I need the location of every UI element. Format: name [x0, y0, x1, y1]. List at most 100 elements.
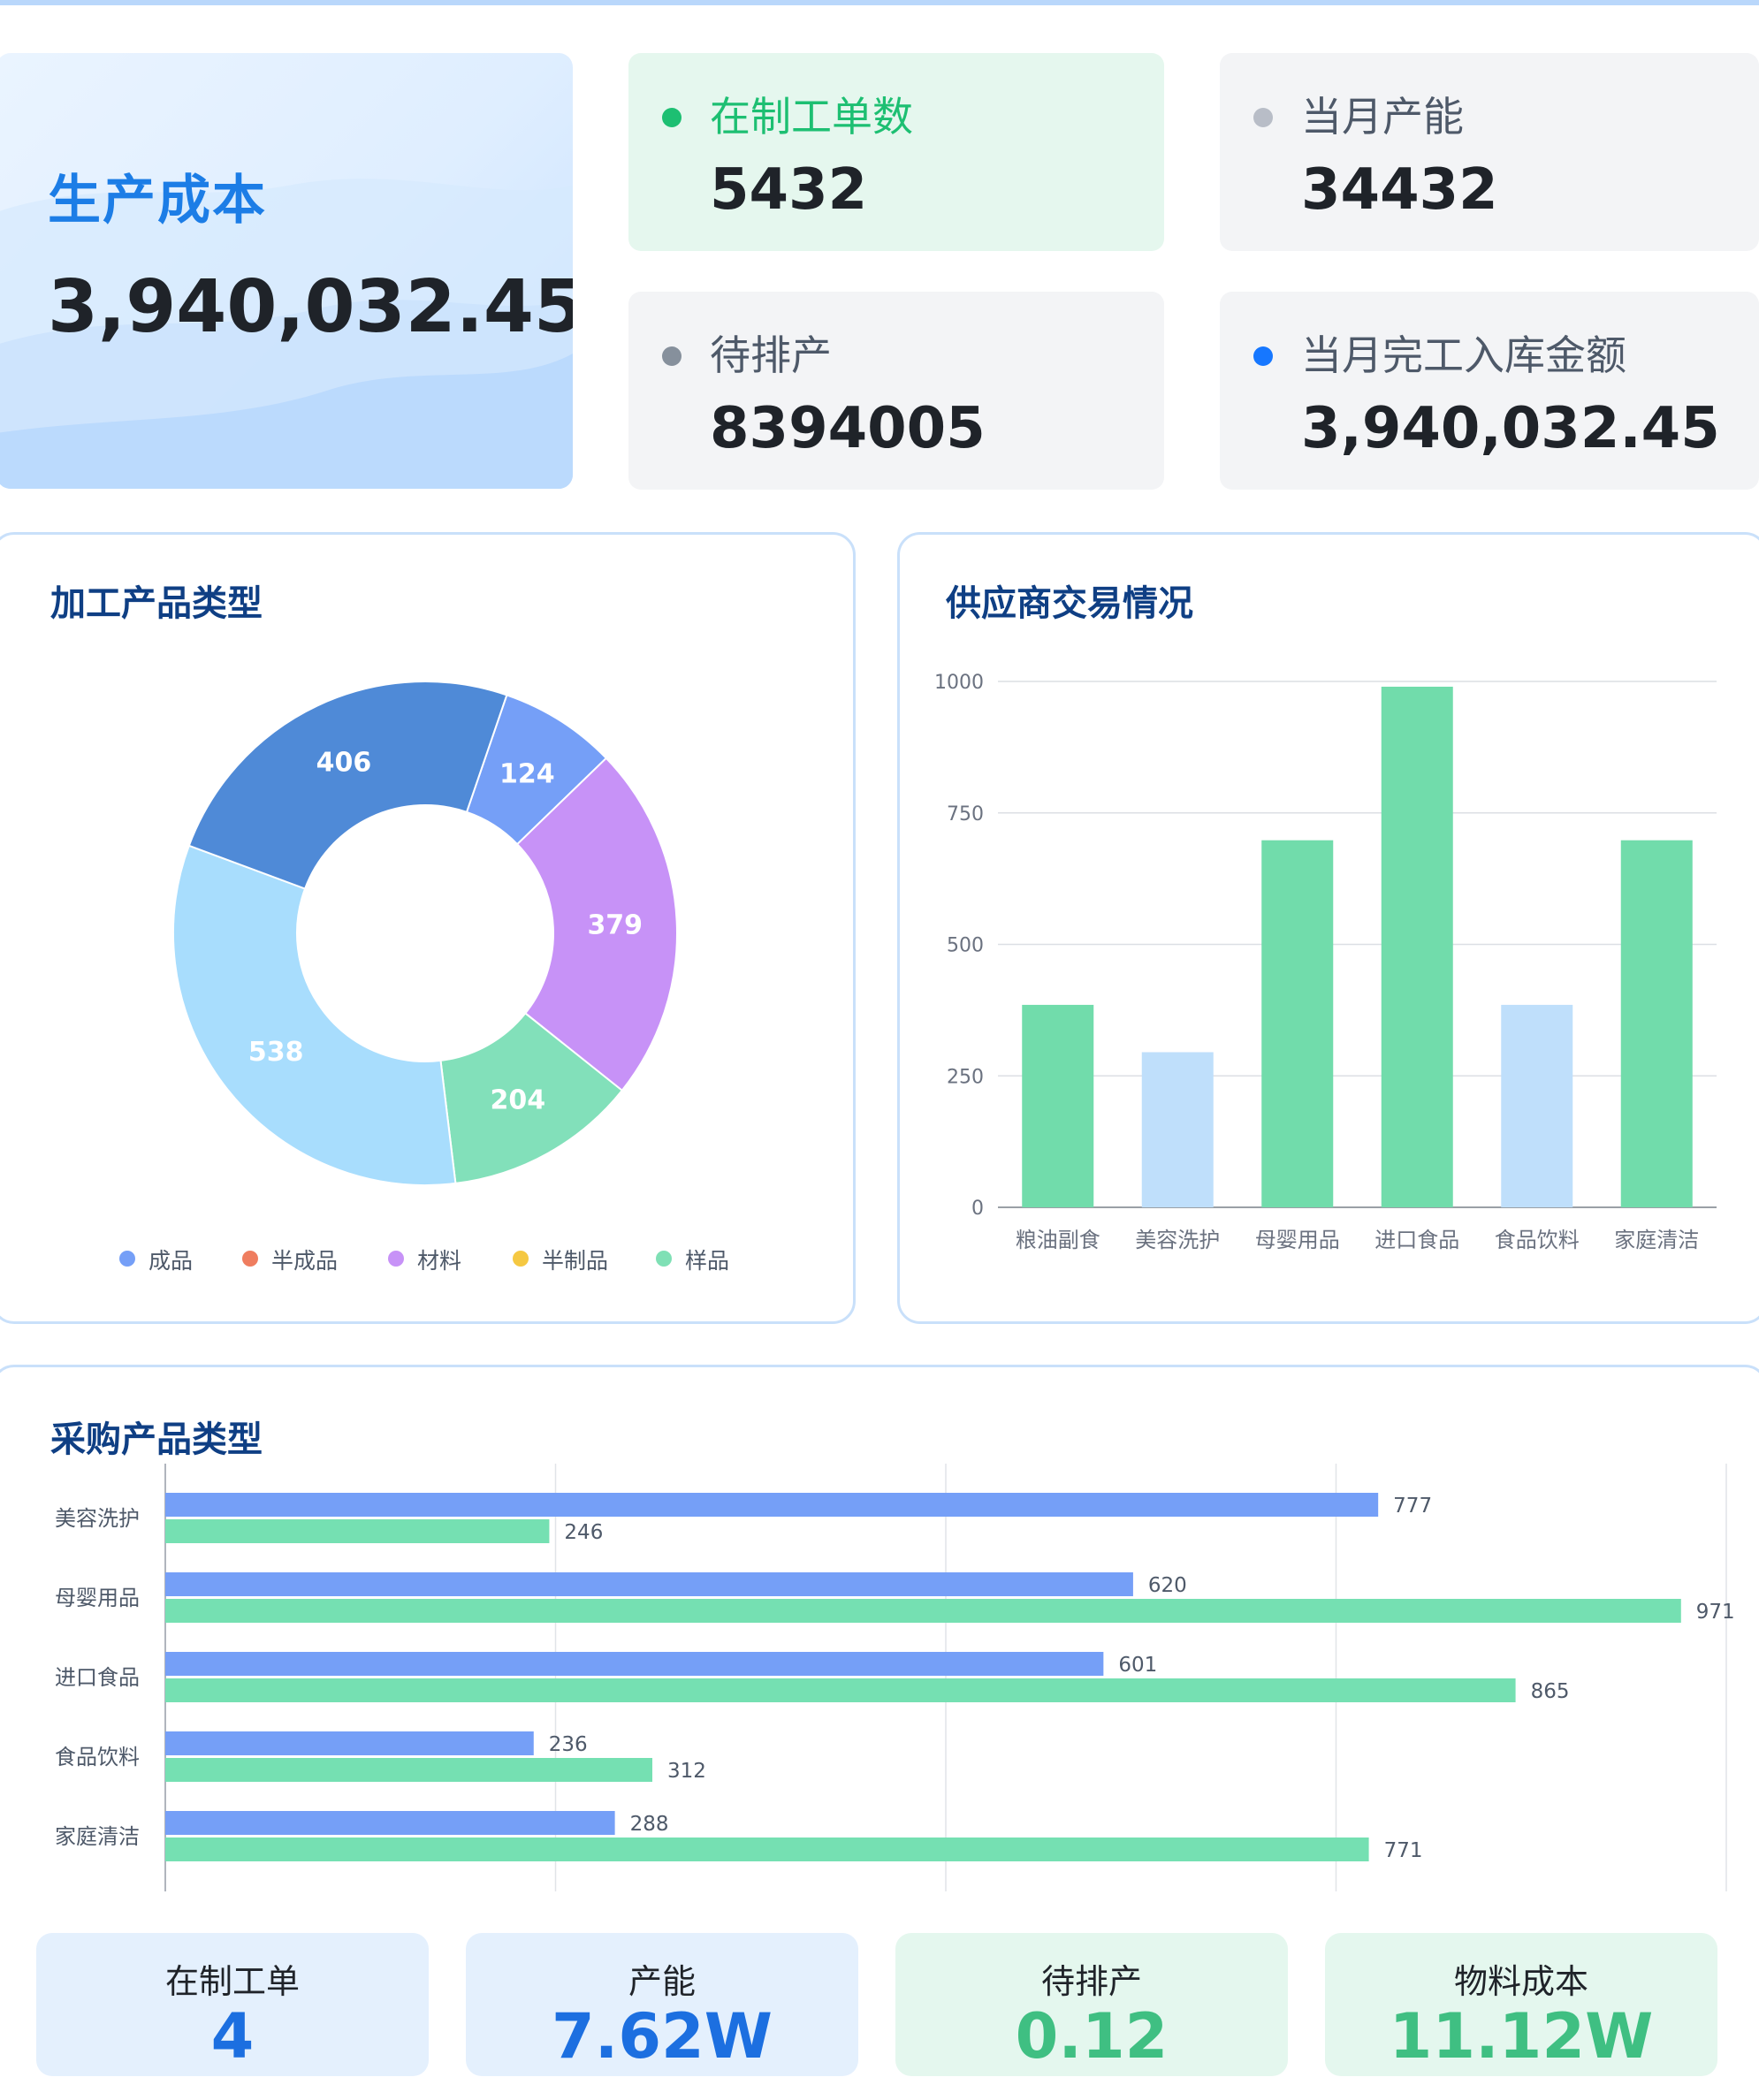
top-accent-line	[0, 0, 1759, 5]
legend-dot-icon	[656, 1251, 672, 1267]
bar-value-label: 771	[1384, 1839, 1423, 1862]
bar-value-label: 246	[564, 1521, 603, 1544]
stat-label: 待排产	[1040, 1962, 1142, 2001]
production-cost-value: 3,940,032.45	[48, 265, 573, 349]
stat-value: 11.12W	[1389, 2000, 1654, 2073]
legend-dot-icon	[513, 1251, 529, 1267]
production-cost-title: 生产成本	[48, 170, 267, 232]
stat-label: 在制工单	[164, 1962, 300, 2001]
y-category-label: 进口食品	[55, 1665, 140, 1690]
bar-value-label: 777	[1393, 1495, 1432, 1518]
bar-value-label: 865	[1531, 1680, 1570, 1703]
bar[interactable]	[1261, 840, 1334, 1207]
y-category-label: 食品饮料	[55, 1745, 140, 1769]
legend-label: 成品	[148, 1248, 193, 1274]
y-category-label: 母婴用品	[55, 1586, 140, 1610]
bar[interactable]	[1022, 1004, 1094, 1207]
stat-card-capacity[interactable]: 产能 7.62W	[466, 1933, 858, 2076]
donut-slice[interactable]	[172, 844, 457, 1186]
bar[interactable]	[1381, 686, 1453, 1207]
y-tick-label: 750	[947, 803, 984, 826]
donut-slice-label: 124	[499, 759, 555, 790]
legend-dot-icon	[388, 1251, 404, 1267]
bar[interactable]	[1501, 1004, 1573, 1207]
donut-slice-label: 406	[316, 748, 372, 779]
x-tick-label: 食品饮料	[1495, 1228, 1580, 1252]
stat-label: 产能	[628, 1962, 696, 2001]
donut-slice-label: 379	[587, 910, 643, 941]
legend-label: 材料	[417, 1248, 461, 1274]
product-type-panel: 加工产品类型	[0, 532, 856, 1324]
x-tick-label: 家庭清洁	[1614, 1228, 1699, 1252]
bar-value-label: 288	[630, 1813, 669, 1836]
panel-title: 加工产品类型	[50, 583, 263, 624]
bar-value-label: 601	[1118, 1654, 1157, 1677]
legend-label: 半成品	[271, 1248, 338, 1274]
bar[interactable]	[165, 1599, 1681, 1623]
stat-card-work-orders[interactable]: 在制工单 4	[36, 1933, 429, 2076]
stat-value: 0.12	[1015, 2000, 1169, 2073]
y-category-label: 家庭清洁	[55, 1824, 140, 1849]
kpi-label: 待排产	[710, 331, 832, 379]
y-tick-label: 500	[947, 935, 984, 957]
donut-slice-label: 204	[490, 1085, 545, 1116]
y-tick-label: 250	[947, 1066, 984, 1088]
kpi-label: 在制工单数	[710, 93, 913, 141]
bar-value-label: 971	[1696, 1601, 1735, 1624]
supplier-bar-chart: 0 250 500 750 1000 粮油副食 美容洗护 母婴用品 进口食品 食品饮料 家庭清洁	[934, 672, 1717, 1252]
panel-title: 采购产品类型	[50, 1419, 263, 1460]
panel-title: 供应商交易情况	[946, 583, 1193, 624]
bar-value-label: 236	[549, 1733, 588, 1756]
legend-label: 半制品	[542, 1248, 608, 1274]
bar[interactable]	[165, 1519, 550, 1543]
x-tick-label: 母婴用品	[1255, 1228, 1340, 1252]
kpi-card-in-process-orders[interactable]: 在制工单数 5432	[628, 53, 1164, 251]
kpi-card-monthly-completed-amount[interactable]: 当月完工入库金额 3,940,032.45	[1220, 292, 1759, 490]
stat-card-material-cost[interactable]: 物料成本 11.12W	[1325, 1933, 1717, 2076]
kpi-value: 5432	[710, 157, 868, 223]
bar[interactable]	[165, 1811, 615, 1835]
x-tick-label: 粮油副食	[1016, 1228, 1100, 1252]
purchase-horizontal-bar-chart: 美容洗护 777 246 母婴用品 620 971 进口食品 601 865 食品饮料 236 312…	[55, 1464, 1735, 1891]
kpi-card-pending-schedule[interactable]: 待排产 8394005	[628, 292, 1164, 490]
stat-card-pending[interactable]: 待排产 0.12	[895, 1933, 1288, 2076]
kpi-label: 当月产能	[1301, 93, 1464, 141]
kpi-card-monthly-capacity[interactable]: 当月产能 34432	[1220, 53, 1759, 251]
bar-value-label: 312	[667, 1760, 706, 1783]
status-dot-icon	[662, 346, 682, 366]
bar[interactable]	[165, 1758, 652, 1782]
x-tick-label: 美容洗护	[1135, 1228, 1220, 1252]
y-tick-label: 0	[971, 1198, 984, 1220]
legend-label: 样品	[685, 1248, 729, 1274]
bar[interactable]	[165, 1493, 1379, 1517]
status-dot-icon	[662, 108, 682, 127]
y-tick-label: 1000	[934, 672, 984, 694]
status-dot-icon	[1253, 346, 1273, 366]
stat-label: 物料成本	[1453, 1962, 1588, 2001]
bar[interactable]	[1141, 1052, 1214, 1207]
y-category-label: 美容洗护	[55, 1506, 140, 1531]
bar[interactable]	[165, 1838, 1369, 1861]
production-cost-card[interactable]: 生产成本 3,940,032.45	[0, 53, 573, 489]
bar[interactable]	[165, 1678, 1516, 1702]
wave-background	[0, 179, 573, 489]
kpi-value: 34432	[1301, 157, 1498, 223]
x-tick-label: 进口食品	[1374, 1228, 1459, 1252]
bar[interactable]	[165, 1731, 534, 1755]
kpi-value: 3,940,032.45	[1301, 396, 1720, 461]
donut-slice-label: 538	[248, 1037, 304, 1068]
donut-slice[interactable]	[515, 757, 678, 1092]
bar[interactable]	[165, 1572, 1133, 1596]
product-type-donut-chart: 124 379 204 538 406 成品 半成品 材料 半制品 样品	[119, 681, 729, 1274]
bar-value-label: 620	[1148, 1574, 1187, 1597]
bar[interactable]	[1620, 840, 1693, 1207]
status-dot-icon	[1253, 108, 1273, 127]
legend-dot-icon	[119, 1251, 135, 1267]
stat-value: 4	[210, 2000, 255, 2073]
stat-value: 7.62W	[552, 2000, 773, 2073]
donut-slice[interactable]	[187, 681, 508, 890]
bar[interactable]	[165, 1652, 1104, 1676]
legend-dot-icon	[242, 1251, 258, 1267]
kpi-value: 8394005	[710, 396, 986, 461]
